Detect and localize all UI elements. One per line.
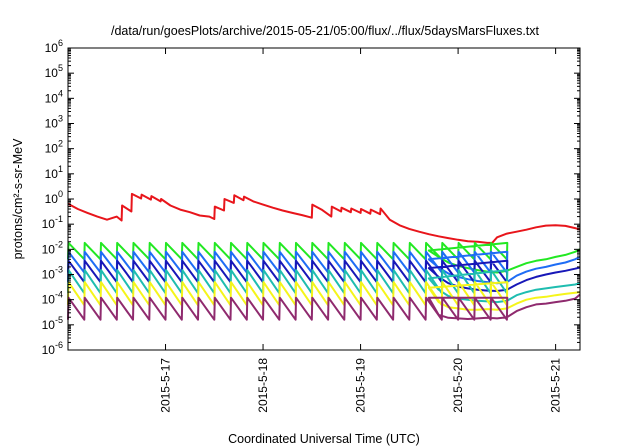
y-tick-label: 10-5: [42, 315, 63, 332]
y-tick-exponent: 5: [58, 63, 63, 73]
x-tick-label: 2015-5-17: [159, 358, 173, 413]
y-tick-label: 10-2: [42, 239, 63, 256]
y-tick-exponent: -5: [55, 315, 63, 325]
x-tick-label: 2015-5-21: [549, 358, 563, 413]
y-tick-exponent: -1: [55, 214, 63, 224]
y-tick-base: 10: [42, 217, 56, 231]
y-tick-label: 101: [45, 164, 63, 181]
y-tick-exponent: 0: [58, 189, 63, 199]
plot-frame: [67, 47, 581, 351]
y-tick-base: 10: [42, 343, 56, 357]
y-tick-label: 106: [45, 38, 63, 55]
y-tick-label: 10-6: [42, 340, 63, 357]
x-axis-label: Coordinated Universal Time (UTC): [228, 432, 420, 446]
y-tick-exponent: 6: [58, 38, 63, 48]
y-tick-exponent: -4: [55, 290, 63, 300]
y-tick-exponent: 3: [58, 114, 63, 124]
y-axis-label-text: protons/cm²-s-sr-MeV: [11, 138, 25, 260]
y-tick-label: 102: [45, 139, 63, 156]
y-tick-base: 10: [45, 66, 59, 80]
y-tick-base: 10: [42, 318, 56, 332]
y-tick-base: 10: [45, 117, 59, 131]
y-tick-label: 10-4: [42, 290, 63, 307]
y-tick-exponent: 2: [58, 139, 63, 149]
y-tick-base: 10: [45, 142, 59, 156]
y-tick-base: 10: [45, 192, 59, 206]
x-tick-label: 2015-5-19: [354, 358, 368, 413]
x-tick-label: 2015-5-20: [451, 358, 465, 413]
y-tick-base: 10: [45, 167, 59, 181]
plot-series: [67, 192, 581, 321]
x-tick-label: 2015-5-18: [256, 358, 270, 413]
y-tick-label: 100: [45, 189, 63, 206]
y-axis-label: protons/cm²-s-sr-MeV: [11, 138, 25, 260]
y-tick-label: 10-1: [42, 214, 63, 231]
y-tick-exponent: -6: [55, 340, 63, 350]
y-tick-label: 104: [45, 88, 63, 105]
y-tick-base: 10: [45, 41, 59, 55]
y-tick-label: 103: [45, 114, 63, 131]
series-line-1: [67, 192, 581, 244]
y-tick-base: 10: [45, 91, 59, 105]
y-tick-label: 105: [45, 63, 63, 80]
y-tick-base: 10: [42, 268, 56, 282]
y-tick-exponent: -3: [55, 265, 63, 275]
y-tick-label: 10-3: [42, 265, 63, 282]
x-axis-ticks: 2015-5-17 2015-5-18 2015-5-19 2015-5-20 2015…: [159, 48, 563, 413]
y-axis-ticks: 10-610-510-410-310-210-11001011021031041…: [42, 38, 580, 357]
y-tick-base: 10: [42, 242, 56, 256]
y-tick-exponent: -2: [55, 239, 63, 249]
series-line-7: [67, 293, 581, 321]
chart-title: /data/run/goesPlots/archive/2015-05-21/0…: [111, 24, 540, 38]
y-tick-exponent: 1: [58, 164, 63, 174]
y-tick-base: 10: [42, 293, 56, 307]
y-tick-exponent: 4: [58, 88, 63, 98]
